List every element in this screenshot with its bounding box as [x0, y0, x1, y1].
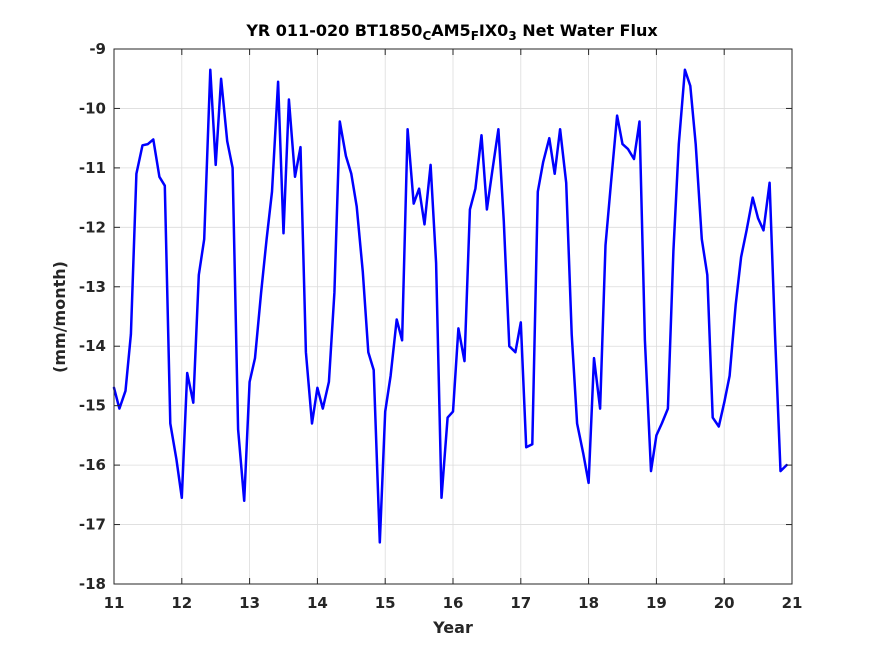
y-tick-label: -16: [79, 456, 106, 474]
x-axis-title: Year: [432, 618, 473, 637]
y-tick-label: -17: [79, 516, 106, 534]
title-subscript: 3: [508, 29, 516, 43]
chart-title: YR 011-020 BT1850CAM5FIX03 Net Water Flu…: [245, 21, 658, 43]
x-tick-label: 19: [646, 594, 667, 612]
x-tick-label: 20: [714, 594, 735, 612]
y-tick-label: -15: [79, 397, 106, 415]
title-text: YR 011-020 BT1850: [245, 21, 422, 40]
x-tick-label: 13: [239, 594, 260, 612]
title-subscript: F: [471, 29, 479, 43]
y-tick-label: -18: [79, 575, 106, 593]
title-text: AM5: [431, 21, 470, 40]
x-tick-label: 12: [171, 594, 192, 612]
x-tick-label: 21: [782, 594, 803, 612]
y-axis-title: (mm/month): [50, 261, 69, 373]
y-tick-label: -9: [89, 40, 106, 58]
y-tick-label: -11: [79, 159, 106, 177]
y-tick-label: -14: [79, 337, 106, 355]
series-line-0: [112, 68, 788, 544]
title-subscript: C: [422, 29, 431, 43]
x-tick-label: 16: [443, 594, 464, 612]
x-tick-label: 14: [307, 594, 328, 612]
x-tick-label: 11: [104, 594, 125, 612]
title-text: IX0: [479, 21, 508, 40]
title-text: Net Water Flux: [517, 21, 659, 40]
x-tick-label: 18: [578, 594, 599, 612]
x-tick-label: 15: [375, 594, 396, 612]
y-tick-label: -12: [79, 218, 106, 236]
x-tick-label: 17: [510, 594, 531, 612]
y-tick-label: -13: [79, 278, 106, 296]
y-tick-label: -10: [79, 99, 106, 117]
